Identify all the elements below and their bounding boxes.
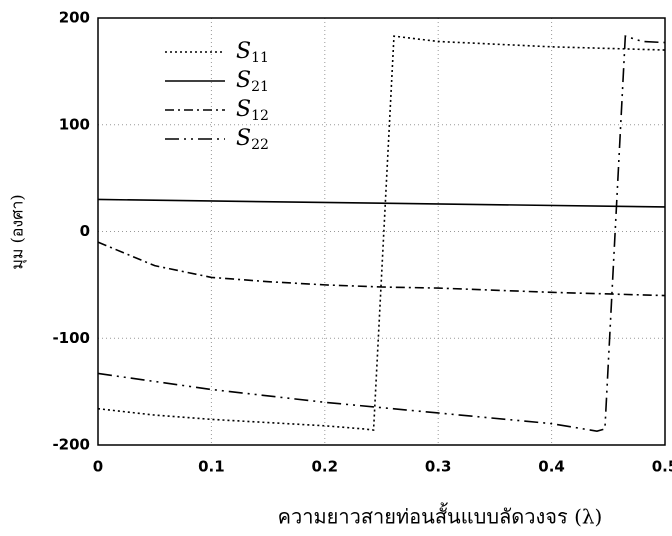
y-tick-label: 100: [59, 115, 90, 133]
series-line: [98, 36, 665, 430]
x-tick-label: 0.1: [198, 458, 225, 476]
x-tick-label: 0.5: [652, 458, 672, 476]
x-tick-label: 0.2: [312, 458, 339, 476]
legend-label: S22: [236, 126, 269, 153]
legend-subscript: 22: [251, 137, 269, 153]
series-line: [98, 242, 665, 295]
legend-subscript: 12: [251, 108, 269, 124]
y-tick-label: -200: [52, 436, 90, 454]
plot-frame: [98, 18, 665, 445]
y-tick-label: -100: [52, 329, 90, 347]
x-tick-label: 0.3: [425, 458, 452, 476]
legend-label: S12: [236, 97, 269, 124]
x-tick-label: 0.4: [538, 458, 565, 476]
legend-subscript: 11: [251, 50, 269, 66]
y-tick-label: 200: [59, 9, 90, 27]
legend-label: S21: [236, 68, 269, 95]
x-axis-label: ความยาวสายท่อนสั้นแบบลัดวงจร (λ): [278, 503, 603, 529]
x-tick-label: 0: [93, 458, 103, 476]
chart: มุม (องศา) ความยาวสายท่อนสั้นแบบลัดวงจร …: [0, 0, 672, 536]
legend-label: S11: [236, 39, 269, 66]
y-tick-label: 0: [80, 222, 90, 240]
legend-subscript: 21: [251, 79, 269, 95]
series-line: [98, 199, 665, 206]
series-line: [98, 36, 665, 431]
y-axis-label: มุม (องศา): [8, 194, 28, 269]
